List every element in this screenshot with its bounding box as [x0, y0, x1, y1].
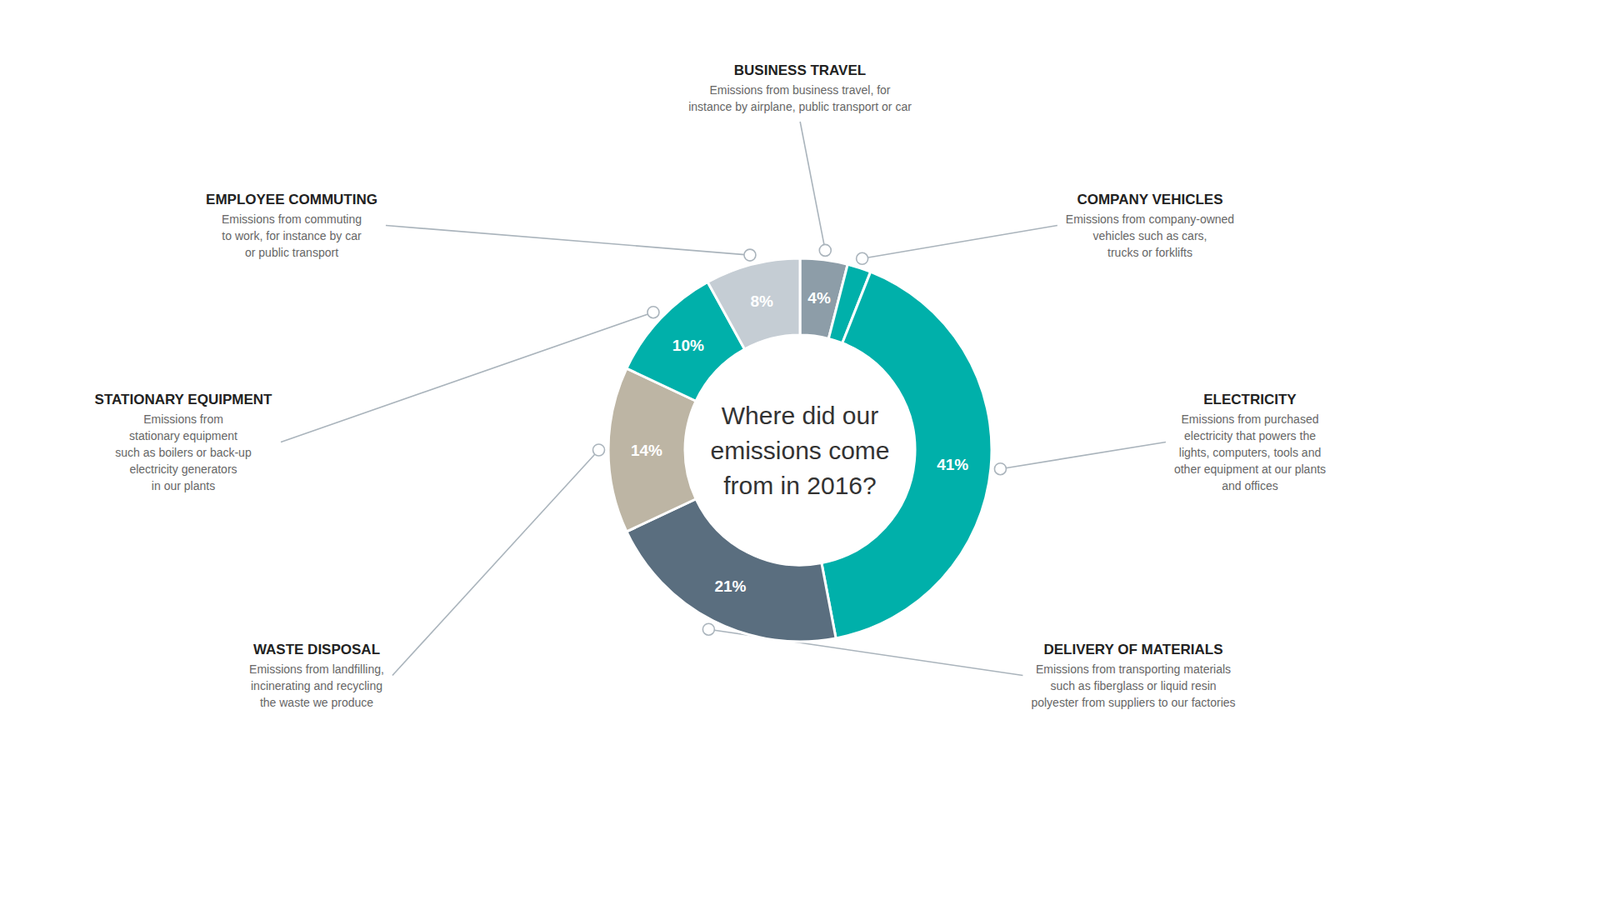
data-label: 41%	[936, 455, 969, 474]
connector-dot	[856, 252, 869, 265]
annotation: COMPANY VEHICLES Emissions from company-o…	[1065, 191, 1235, 260]
connector-dots	[593, 244, 1007, 635]
annotation: WASTE DISPOSAL Emissions from landfilling…	[249, 641, 385, 710]
connector-dot	[647, 306, 660, 319]
annotation-text: Emissions from landfilling,incinerating …	[249, 662, 385, 710]
annotation-text: Emissions from purchasedelectricity that…	[1174, 412, 1326, 493]
slice	[626, 499, 836, 642]
annotation: ELECTRICITY Emissions from purchasedelect…	[1174, 391, 1326, 493]
connector-dot	[994, 463, 1006, 475]
connector	[1000, 442, 1166, 470]
annotation-title: ELECTRICITY	[1203, 391, 1297, 408]
connector	[862, 225, 1058, 260]
data-labels: 4% 41% 21% 14% 10% 8%	[630, 289, 969, 595]
annotation: BUSINESS TRAVEL Emissions from business t…	[688, 62, 912, 114]
connectors	[280, 121, 1166, 676]
annotation-text: Emissions from transporting materialssuc…	[1030, 662, 1235, 710]
annotation: EMPLOYEE COMMUTING Emissions from commuti…	[205, 191, 378, 260]
annotation-text: Emissions from commutingto work, for ins…	[221, 212, 362, 260]
connector	[280, 312, 654, 443]
data-label: 8%	[750, 292, 775, 310]
donut	[608, 258, 992, 642]
connector	[392, 450, 600, 676]
title: Where did ouremissions comefrom in 2016?	[710, 401, 890, 500]
connector-dot	[593, 444, 605, 456]
chart: 4% 41% 21% 14% 10% 8% Where did ouremissions c…	[0, 0, 1600, 900]
annotation-title: DELIVERY OF MATERIALS	[1043, 641, 1223, 658]
data-label: 10%	[672, 336, 705, 355]
connector-dot	[702, 623, 715, 635]
connector-dot	[819, 244, 831, 256]
data-label: 4%	[807, 289, 831, 307]
annotation-title: BUSINESS TRAVEL	[734, 62, 866, 79]
annotation-title: STATIONARY EQUIPMENT	[95, 391, 273, 408]
connector	[385, 225, 750, 256]
data-label: 21%	[714, 577, 746, 595]
connector-dot	[744, 249, 756, 261]
annotation-text: Emissions fromstationary equipmentsuch a…	[115, 412, 252, 493]
slice	[707, 258, 800, 350]
connector	[800, 121, 825, 250]
annotation-title: EMPLOYEE COMMUTING	[205, 191, 378, 208]
annotation-title: WASTE DISPOSAL	[253, 641, 380, 658]
annotation-text: Emissions from business travel, forinsta…	[688, 83, 912, 114]
data-label: 14%	[630, 441, 663, 460]
annotation: STATIONARY EQUIPMENT Emissions fromstatio…	[95, 391, 273, 493]
annotation-text: Emissions from company-ownedvehicles suc…	[1065, 212, 1235, 260]
annotation-title: COMPANY VEHICLES	[1076, 191, 1223, 208]
annotations: BUSINESS TRAVEL Emissions from business t…	[95, 62, 1326, 710]
annotation: DELIVERY OF MATERIALS Emissions from tran…	[1030, 641, 1235, 710]
